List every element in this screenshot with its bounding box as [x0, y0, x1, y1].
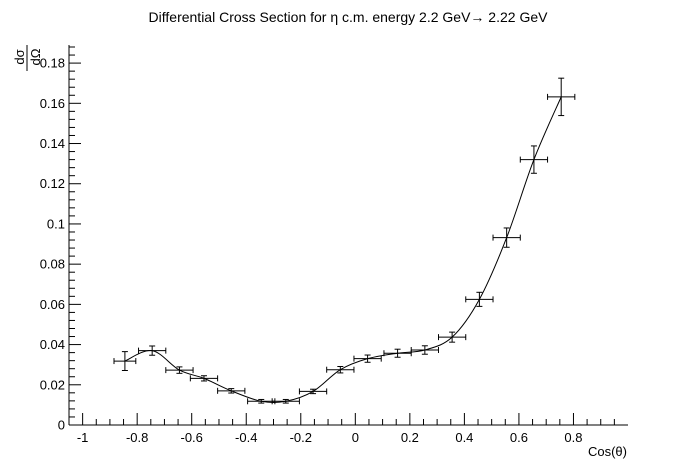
x-tick-label: -0.8: [126, 430, 148, 445]
data-point: [547, 77, 576, 117]
y-tick-label: 0.1: [47, 216, 65, 231]
chart-title: Differential Cross Section for η c.m. en…: [149, 9, 549, 25]
data-point: [138, 345, 167, 356]
x-tick-label: 0.6: [510, 430, 528, 445]
data-point: [165, 366, 194, 374]
data-point: [519, 145, 549, 174]
y-tick-label: 0: [58, 418, 65, 433]
y-tick-label: 0.18: [40, 56, 65, 71]
x-tick-label: 0.8: [564, 430, 582, 445]
x-axis-label: Cos(θ): [588, 444, 627, 459]
y-axis-ticks: 0 0.02 0.04 0.06 0.08 0.1 0.12 0.14 0.16 0.18: [40, 46, 81, 433]
fit-curve: [124, 96, 562, 404]
y-axis-label-denominator: dΩ: [28, 48, 43, 65]
y-axis-label: dσ dΩ: [12, 45, 43, 71]
x-tick-label: -0.6: [181, 430, 203, 445]
x-tick-label: 0.4: [455, 430, 473, 445]
data-point: [353, 354, 382, 363]
x-tick-label: -0.2: [290, 430, 312, 445]
data-point: [217, 387, 246, 394]
data-point: [492, 227, 521, 248]
data-point: [113, 351, 137, 372]
x-tick-label: -0.4: [235, 430, 257, 445]
x-axis-ticks: -1 -0.8 -0.6 -0.4 -0.2 0 0.2 0.4 0.6 0.8: [68, 413, 615, 445]
data-point: [410, 345, 439, 355]
y-axis-label-numerator: dσ: [12, 49, 27, 64]
y-tick-label: 0.08: [40, 257, 65, 272]
x-tick-label: -1: [77, 430, 89, 445]
data-point: [437, 331, 467, 343]
data-point: [465, 291, 494, 307]
y-tick-label: 0.12: [40, 176, 65, 191]
data-point: [189, 375, 219, 382]
data-point: [326, 365, 355, 374]
y-tick-label: 0.04: [40, 337, 65, 352]
x-tick-label: 0: [352, 430, 359, 445]
data-point: [271, 398, 300, 405]
data-point: [298, 388, 328, 395]
y-tick-label: 0.16: [40, 96, 65, 111]
x-tick-label: 0.2: [401, 430, 419, 445]
data-points: [113, 77, 576, 405]
y-tick-label: 0.14: [40, 136, 65, 151]
y-tick-label: 0.06: [40, 297, 65, 312]
data-point: [247, 398, 276, 405]
data-point: [383, 348, 412, 358]
y-tick-label: 0.02: [40, 377, 65, 392]
